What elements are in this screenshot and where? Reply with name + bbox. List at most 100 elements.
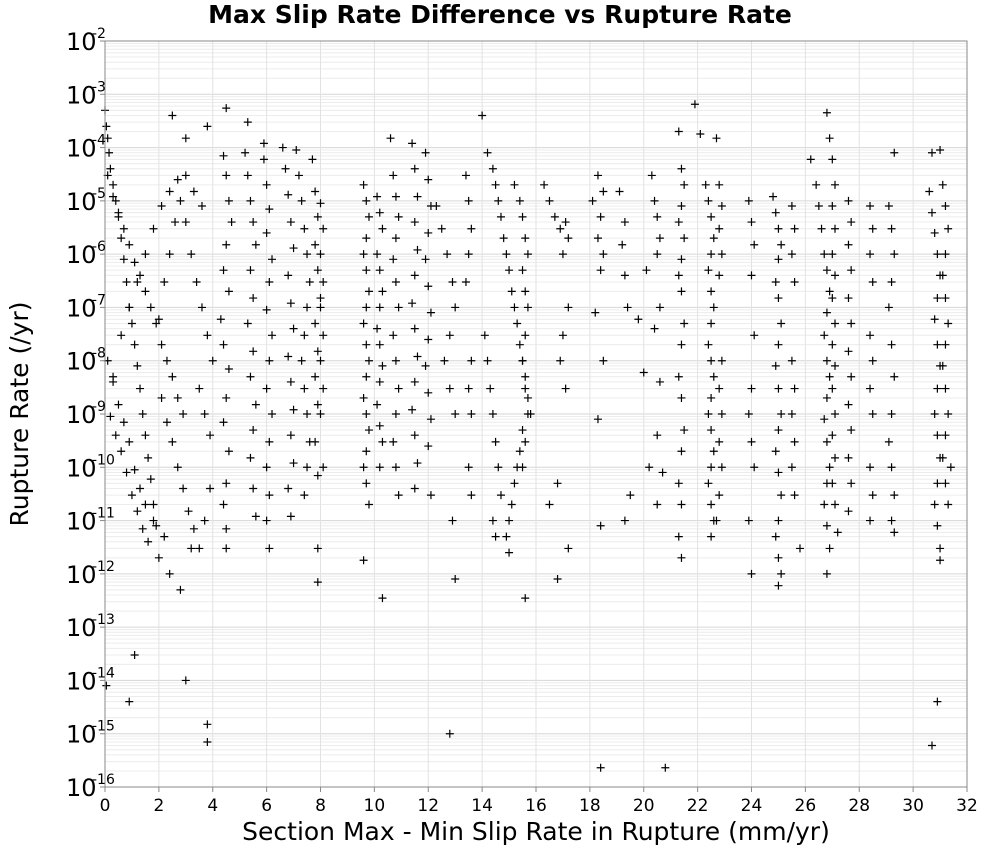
data-point (712, 134, 721, 143)
data-point (284, 352, 293, 361)
data-point (160, 278, 169, 287)
data-point (866, 202, 875, 211)
data-point (249, 484, 258, 493)
data-point (868, 356, 877, 365)
data-point (265, 437, 274, 446)
data-point (389, 171, 398, 180)
data-point (176, 196, 185, 205)
data-point (653, 431, 662, 440)
data-point (197, 303, 206, 312)
data-point (709, 372, 718, 381)
data-point (243, 118, 252, 127)
y-tick-label: 10-6 (66, 239, 106, 269)
data-point (847, 372, 856, 381)
data-point (303, 303, 312, 312)
data-point (144, 453, 153, 462)
data-point (774, 516, 783, 525)
data-point (747, 384, 756, 393)
data-point (771, 447, 780, 456)
data-point (262, 516, 271, 525)
data-point (707, 356, 716, 365)
data-point (421, 255, 430, 264)
data-point (488, 516, 497, 525)
data-point (375, 421, 384, 430)
data-point (661, 763, 670, 772)
data-point (300, 224, 309, 233)
data-point (219, 266, 228, 275)
y-tick-label: 10-12 (66, 559, 115, 589)
data-point (157, 340, 166, 349)
data-point (866, 384, 875, 393)
data-point (523, 393, 532, 402)
data-point (119, 224, 128, 233)
y-tick-label: 10-10 (66, 452, 115, 482)
data-point (933, 294, 942, 303)
data-point (933, 697, 942, 706)
data-point (844, 240, 853, 249)
data-point (831, 500, 840, 509)
data-point (677, 164, 686, 173)
data-point (825, 463, 834, 472)
x-tick-label: 24 (741, 796, 763, 816)
data-point (478, 111, 487, 120)
y-tick-label: 10-8 (66, 346, 106, 376)
data-point (620, 271, 629, 280)
data-point (421, 361, 430, 370)
data-point (771, 532, 780, 541)
data-point (523, 250, 532, 259)
data-point (744, 410, 753, 418)
x-tick-label: 10 (364, 796, 386, 816)
data-point (109, 180, 118, 189)
data-point (265, 278, 274, 287)
data-point (249, 218, 258, 227)
data-point (197, 202, 206, 211)
data-point (391, 410, 400, 418)
data-point (246, 372, 255, 381)
y-tick-exponent: -10 (92, 452, 115, 468)
data-point (847, 266, 856, 275)
data-point (941, 479, 950, 488)
data-point (680, 426, 689, 435)
data-point (313, 212, 322, 221)
data-point (831, 224, 840, 233)
data-point (378, 437, 387, 446)
data-point (868, 491, 877, 500)
data-point (219, 500, 228, 509)
data-point (311, 319, 320, 328)
data-point (596, 266, 605, 275)
data-point (787, 250, 796, 259)
data-point (790, 437, 799, 446)
y-tick-exponent: -15 (92, 719, 115, 735)
data-point (286, 512, 295, 521)
data-point (502, 532, 511, 541)
data-point (251, 400, 260, 409)
data-point (359, 393, 368, 402)
data-point (300, 331, 309, 340)
data-point (822, 356, 831, 365)
data-point (868, 410, 877, 418)
x-tick-label: 8 (315, 796, 326, 816)
data-point (136, 271, 145, 280)
data-point (717, 202, 726, 211)
data-point (558, 331, 567, 340)
data-point (828, 384, 837, 393)
data-point (181, 171, 190, 180)
data-point (938, 271, 947, 280)
data-point (286, 377, 295, 386)
data-point (152, 521, 161, 530)
data-point (828, 479, 837, 488)
data-point (102, 681, 111, 690)
data-point (111, 431, 120, 440)
data-point (203, 331, 212, 340)
data-point (249, 426, 258, 435)
data-point (359, 319, 368, 328)
data-point (432, 202, 441, 211)
x-tick-label: 0 (100, 796, 111, 816)
data-point (518, 212, 527, 221)
data-point (777, 569, 786, 578)
data-point (362, 340, 371, 349)
data-point (130, 340, 139, 349)
data-point (650, 196, 659, 205)
data-point (491, 437, 500, 446)
